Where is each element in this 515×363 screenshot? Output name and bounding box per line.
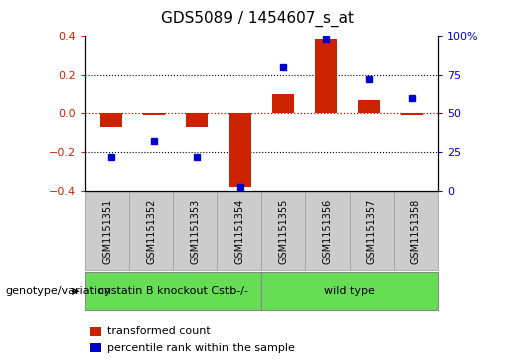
Bar — [186, 113, 208, 127]
Bar — [143, 113, 165, 115]
Text: GSM1151352: GSM1151352 — [146, 199, 156, 264]
Text: GDS5089 / 1454607_s_at: GDS5089 / 1454607_s_at — [161, 11, 354, 27]
Text: GSM1151355: GSM1151355 — [279, 199, 288, 264]
Text: wild type: wild type — [324, 286, 375, 296]
Bar — [100, 113, 122, 127]
Text: GSM1151358: GSM1151358 — [410, 199, 421, 264]
Bar — [272, 94, 294, 113]
Text: transformed count: transformed count — [107, 326, 210, 337]
Bar — [401, 113, 423, 115]
Text: GSM1151354: GSM1151354 — [234, 199, 244, 264]
Text: GSM1151353: GSM1151353 — [190, 199, 200, 264]
Text: cystatin B knockout Cstb-/-: cystatin B knockout Cstb-/- — [98, 286, 248, 296]
Text: genotype/variation: genotype/variation — [5, 286, 111, 296]
Text: percentile rank within the sample: percentile rank within the sample — [107, 343, 295, 353]
Bar — [315, 39, 337, 113]
Bar — [358, 100, 380, 113]
Text: GSM1151357: GSM1151357 — [367, 199, 376, 264]
Text: GSM1151356: GSM1151356 — [322, 199, 333, 264]
Text: GSM1151351: GSM1151351 — [102, 199, 112, 264]
Bar — [229, 113, 251, 187]
